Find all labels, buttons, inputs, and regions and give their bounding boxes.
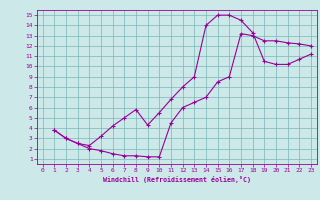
- X-axis label: Windchill (Refroidissement éolien,°C): Windchill (Refroidissement éolien,°C): [103, 176, 251, 183]
